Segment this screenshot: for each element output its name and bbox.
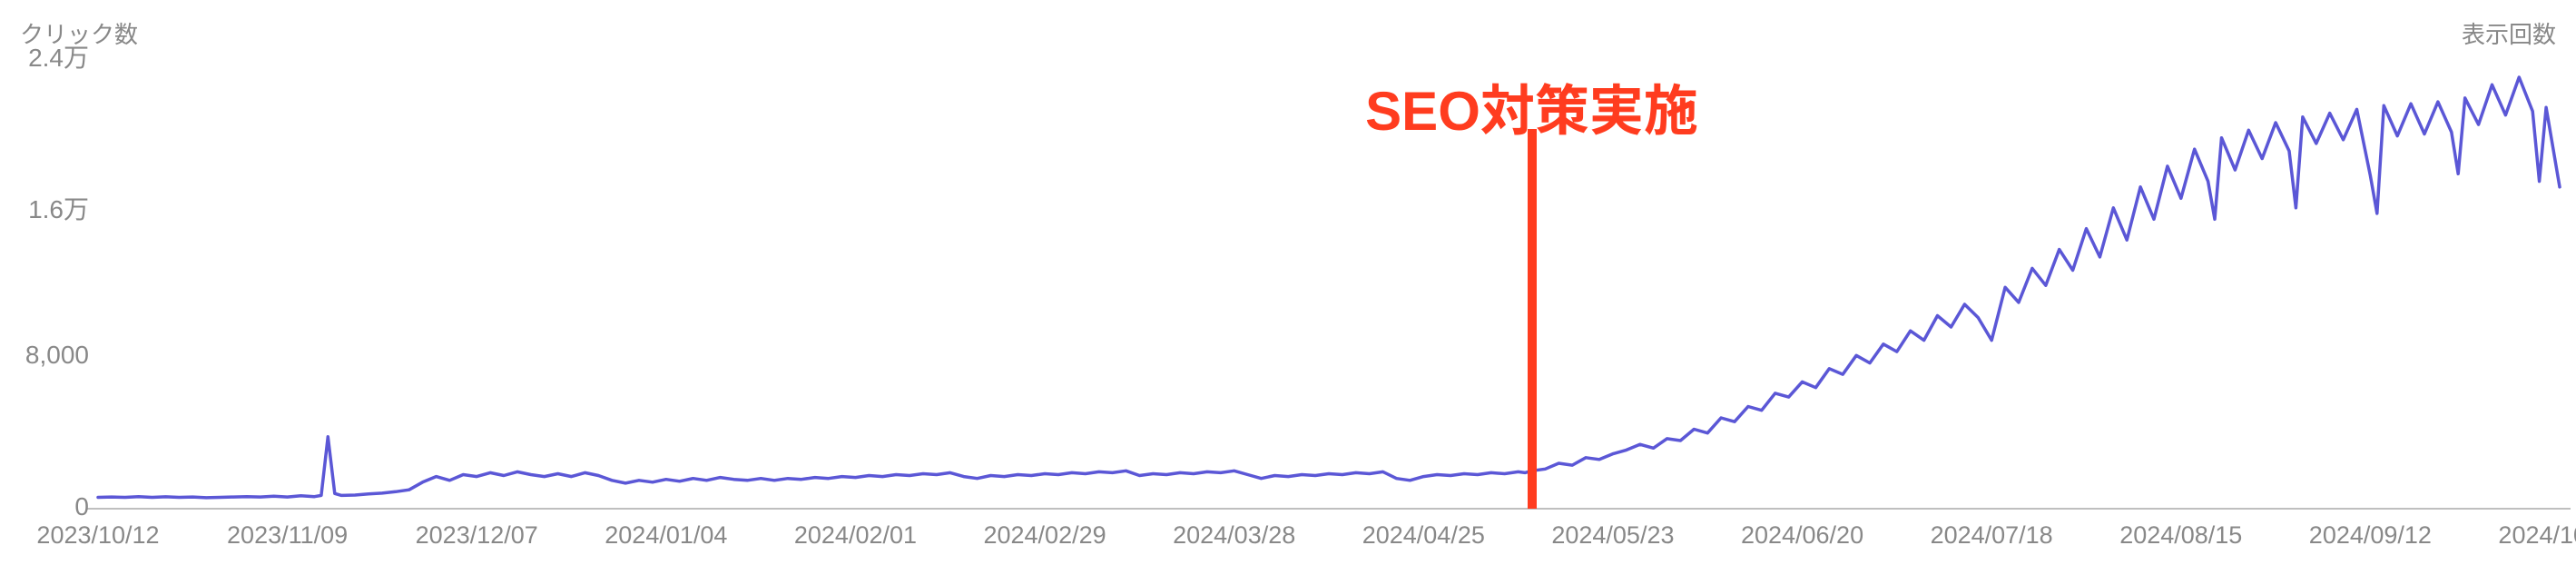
x-tick-label: 2024/09/12	[2309, 521, 2432, 550]
x-tick-label: 2024/01/04	[605, 521, 727, 550]
y-tick-label: 0	[7, 492, 89, 521]
x-tick-label: 2024/07/18	[1931, 521, 2053, 550]
plot-svg	[0, 0, 2576, 585]
y-tick-label: 1.6万	[7, 190, 89, 226]
seo-marker-line	[1528, 129, 1537, 509]
x-tick-label: 2024/10/10	[2498, 521, 2576, 550]
x-tick-label: 2024/05/23	[1551, 521, 1674, 550]
y-tick-label: 8,000	[7, 341, 89, 370]
x-tick-label: 2024/02/01	[794, 521, 917, 550]
x-tick-label: 2024/06/20	[1741, 521, 1863, 550]
x-tick-label: 2023/12/07	[416, 521, 538, 550]
x-tick-label: 2023/10/12	[36, 521, 159, 550]
x-tick-label: 2023/11/09	[227, 521, 348, 550]
x-tick-label: 2024/02/29	[983, 521, 1106, 550]
x-tick-label: 2024/04/25	[1362, 521, 1485, 550]
clicks-series-line	[98, 77, 2560, 498]
y-tick-label: 2.4万	[7, 38, 89, 74]
line-chart: クリック数 表示回数 08,0001.6万2.4万 2023/10/122023…	[0, 0, 2576, 585]
x-tick-label: 2024/03/28	[1173, 521, 1295, 550]
seo-annotation: SEO対策実施	[1365, 67, 1698, 146]
x-tick-label: 2024/08/15	[2119, 521, 2242, 550]
